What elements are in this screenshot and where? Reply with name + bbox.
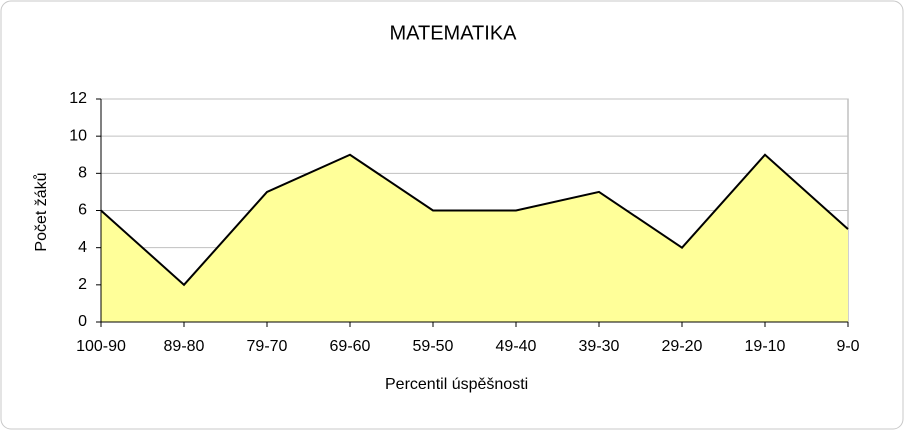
y-tick-label: 2 — [78, 276, 87, 293]
y-tick-label: 6 — [78, 202, 87, 219]
area — [101, 154, 848, 322]
x-tick-label: 100-90 — [76, 338, 126, 355]
y-tick-label: 8 — [78, 165, 87, 182]
y-tick-label: 4 — [78, 239, 87, 256]
x-tick-label: 39-30 — [579, 338, 620, 355]
x-tick-label: 49-40 — [496, 338, 537, 355]
y-tick-label: 10 — [69, 127, 87, 144]
y-axis-label: Počet žáků — [32, 172, 50, 251]
x-tick-label: 19-10 — [745, 338, 786, 355]
x-tick-label: 89-80 — [164, 338, 205, 355]
x-axis-label: Percentil úspěšnosti — [385, 376, 528, 393]
y-tick-label: 12 — [69, 90, 87, 107]
x-tick-label: 29-20 — [662, 338, 703, 355]
x-tick-label: 69-60 — [330, 338, 371, 355]
x-tick-label: 59-50 — [413, 338, 454, 355]
x-tick-label: 79-70 — [247, 338, 288, 355]
chart-title: MATEMATIKA — [389, 22, 517, 44]
y-tick-label: 0 — [78, 313, 87, 330]
area-line — [100, 153, 849, 287]
x-tick-label: 9-0 — [836, 338, 859, 355]
